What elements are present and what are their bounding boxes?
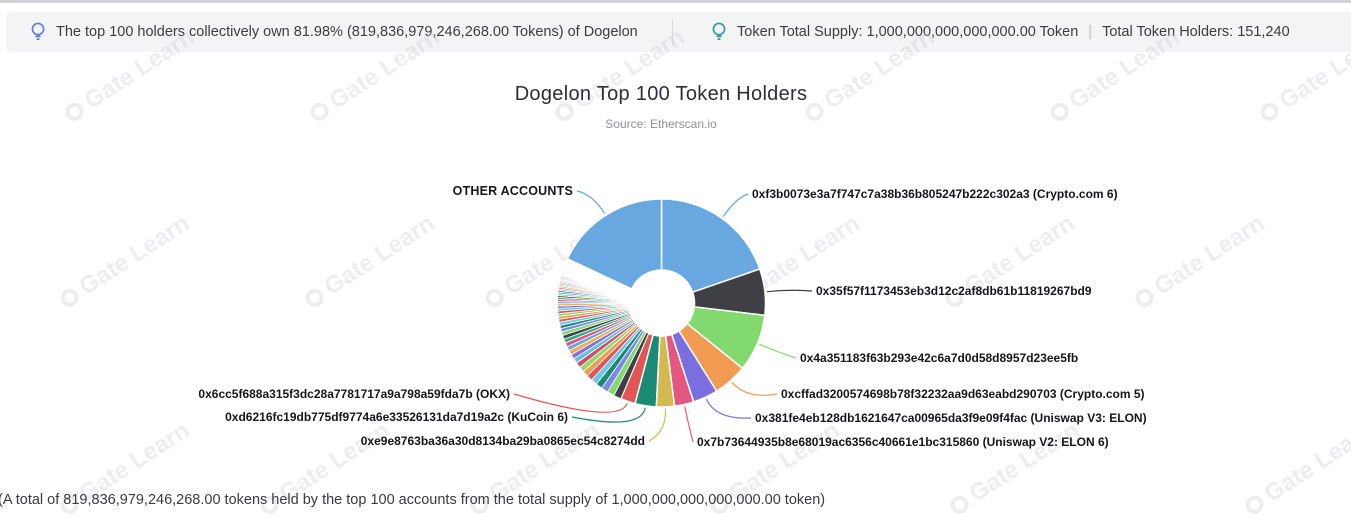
label-connector-line [758,343,797,359]
gate-logo-icon [57,285,83,311]
watermark-text: Gate Learn [74,209,195,301]
holders-summary-text: The top 100 holders collectively own 81.… [56,24,638,40]
top-edge-divider [0,0,1351,3]
gate-logo-icon [1132,285,1158,311]
gate-logo-icon [482,285,508,311]
lightbulb-icon [712,22,726,40]
gate-learn-watermark: Gate Learn [939,210,1080,315]
chart-subtitle: Source: Etherscan.io [605,117,717,131]
gate-learn-watermark: Gate Learn [1129,210,1270,315]
slice-label: OTHER ACCOUNTS [452,184,573,198]
gate-learn-watermark: Gate Learn [299,210,440,315]
gate-logo-icon [302,285,328,311]
slice-label: 0xe9e8763ba36a30d8134ba29ba0865ec54c8274… [360,434,645,448]
watermark-text: Gate Learn [964,416,1085,508]
gate-logo-icon [1242,492,1268,517]
pie-slice[interactable] [566,198,663,290]
header-supply-summary: Token Total Supply: 1,000,000,000,000,00… [673,12,1351,52]
footer-note: (A total of 819,836,979,246,268.00 token… [0,492,826,508]
label-connector-line [576,190,606,214]
label-connector-line [648,408,667,442]
header-separator: | [1088,24,1093,40]
watermark-text: Gate Learn [1149,209,1270,301]
total-holders-text: Total Token Holders: 151,240 [1102,24,1290,40]
slice-label: 0x381fe4eb128db1621647ca00965da3f9e09f4f… [755,411,1147,425]
slice-label: 0xf3b0073e3a7f747c7a38b36b805247b222c302… [752,187,1118,201]
label-connector-line [766,289,813,293]
gate-logo-icon [947,492,973,517]
total-supply-text: Token Total Supply: 1,000,000,000,000,00… [737,24,1079,40]
label-connector-line [571,407,646,423]
slice-label: 0xd6216fc19db775df9774a6e33526131da7d19a… [225,410,568,424]
slice-label: 0x7b73644935b8e68019ac6356c40661e1bc3158… [697,435,1109,449]
label-connector-line [705,398,752,419]
header-bar: The top 100 holders collectively own 81.… [6,12,1351,52]
header-holders-summary: The top 100 holders collectively own 81.… [6,12,672,52]
header-divider [672,19,673,45]
gate-learn-watermark: Gate Learn [54,210,195,315]
gate-learn-watermark: Gate Learn [944,417,1085,517]
slice-label: 0x35f57f1173453eb3d12c2af8db61b11819267b… [816,284,1092,298]
pie-slice[interactable] [660,198,761,294]
slice-label: 0x6cc5f688a315f3dc28a7781717a9a798a59fda… [198,387,510,401]
label-connector-line [731,381,778,396]
watermark-text: Gate Learn [1259,416,1351,508]
slice-label: 0xcffad3200574698b78f32232aa9d63eabd2907… [781,387,1145,401]
lightbulb-icon [31,22,45,40]
chart-title: Dogelon Top 100 Token Holders [514,83,808,105]
watermark-text: Gate Learn [319,209,440,301]
label-connector-line [684,406,694,443]
label-connector-line [722,193,749,218]
gate-learn-watermark: Gate Learn [1239,417,1351,517]
slice-label: 0x4a351183f63b293e42c6a7d0d58d8957d23ee5… [800,351,1079,365]
